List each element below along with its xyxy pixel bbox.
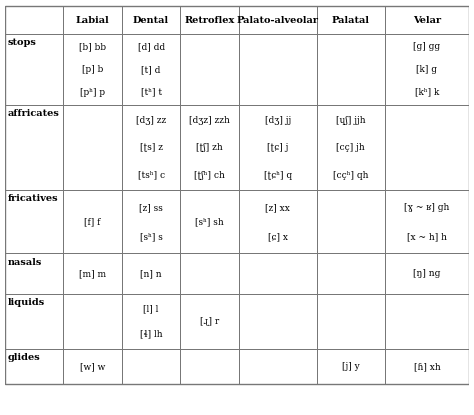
Text: [m] m: [m] m bbox=[79, 269, 106, 278]
Text: [t] d: [t] d bbox=[141, 65, 161, 74]
Text: [z] ss: [z] ss bbox=[139, 203, 163, 212]
Text: [ɬ] lh: [ɬ] lh bbox=[140, 330, 163, 339]
Text: [z] xx: [z] xx bbox=[265, 203, 290, 212]
Text: [ʈɕʰ] q: [ʈɕʰ] q bbox=[264, 171, 292, 180]
Text: [ɥʃ] jjh: [ɥʃ] jjh bbox=[336, 116, 365, 125]
Text: Velar: Velar bbox=[413, 15, 441, 24]
Text: [ɦ] xh: [ɦ] xh bbox=[414, 362, 440, 371]
Text: fricatives: fricatives bbox=[8, 195, 58, 203]
Text: [ɕ] x: [ɕ] x bbox=[268, 232, 288, 241]
Text: [dʒz] zzh: [dʒz] zzh bbox=[189, 116, 230, 125]
Text: [pʰ] p: [pʰ] p bbox=[80, 88, 105, 97]
Text: [ʈʃʰ] ch: [ʈʃʰ] ch bbox=[194, 171, 225, 180]
Text: Palatal: Palatal bbox=[332, 15, 370, 24]
Text: [w] w: [w] w bbox=[80, 362, 105, 371]
Text: [dʒ] jj: [dʒ] jj bbox=[265, 116, 291, 125]
Text: [n] n: [n] n bbox=[140, 269, 162, 278]
Text: [j] y: [j] y bbox=[342, 362, 360, 371]
Text: [ʈʃ] zh: [ʈʃ] zh bbox=[196, 143, 223, 152]
Text: [f] f: [f] f bbox=[84, 217, 100, 227]
Text: [cç] jh: [cç] jh bbox=[337, 143, 365, 152]
Text: [p] b: [p] b bbox=[82, 65, 103, 74]
Text: [k] g: [k] g bbox=[417, 65, 438, 74]
Text: Palato-alveolar: Palato-alveolar bbox=[237, 15, 319, 24]
Text: [x ~ h] h: [x ~ h] h bbox=[407, 232, 447, 241]
Text: affricates: affricates bbox=[8, 109, 59, 118]
Text: Labial: Labial bbox=[76, 15, 109, 24]
Text: Dental: Dental bbox=[133, 15, 169, 24]
Text: liquids: liquids bbox=[8, 298, 45, 307]
Text: [dʒ] zz: [dʒ] zz bbox=[136, 116, 166, 125]
Text: [d] dd: [d] dd bbox=[137, 42, 164, 51]
Text: [cçʰ] qh: [cçʰ] qh bbox=[333, 171, 369, 180]
Text: [sʰ] s: [sʰ] s bbox=[140, 232, 163, 241]
Text: [b] bb: [b] bb bbox=[79, 42, 106, 51]
Text: Retroflex: Retroflex bbox=[184, 15, 235, 24]
Text: [ʈs] z: [ʈs] z bbox=[139, 143, 163, 152]
Text: [ʈɕ] j: [ʈɕ] j bbox=[267, 143, 289, 152]
Text: [l] l: [l] l bbox=[143, 305, 159, 313]
Text: glides: glides bbox=[8, 353, 40, 362]
Text: [tʰ] t: [tʰ] t bbox=[140, 88, 162, 97]
Text: nasals: nasals bbox=[8, 258, 42, 266]
Text: [ɻ] r: [ɻ] r bbox=[200, 317, 219, 326]
Text: [kʰ] k: [kʰ] k bbox=[415, 88, 439, 97]
Text: [g] gg: [g] gg bbox=[413, 42, 440, 51]
Text: [ŋ] ng: [ŋ] ng bbox=[413, 269, 441, 278]
Text: stops: stops bbox=[8, 38, 36, 47]
Text: [sʰ] sh: [sʰ] sh bbox=[195, 217, 224, 227]
Text: [ɣ ~ ʁ] gh: [ɣ ~ ʁ] gh bbox=[404, 203, 450, 212]
Text: [tsʰ] c: [tsʰ] c bbox=[137, 171, 164, 180]
